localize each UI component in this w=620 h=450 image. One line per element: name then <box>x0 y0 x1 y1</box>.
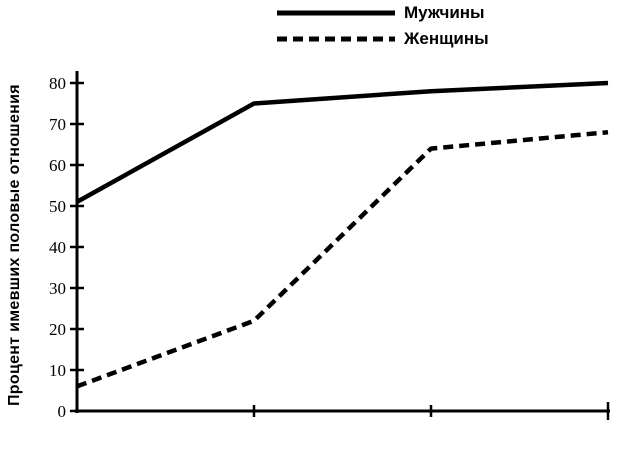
y-tick-label: 10 <box>49 361 66 380</box>
dashed-line-swatch-icon <box>277 36 395 42</box>
y-tick-label: 0 <box>58 402 67 421</box>
y-tick-label: 40 <box>49 238 66 257</box>
legend-label-women: Женщины <box>404 29 489 48</box>
y-tick-label: 50 <box>49 197 66 216</box>
series-line-dashed <box>76 129 609 389</box>
y-tick-label: 30 <box>49 279 66 298</box>
y-tick-label: 70 <box>49 115 66 134</box>
y-tick-label: 80 <box>49 74 66 93</box>
legend: Мужчины Женщины <box>276 2 489 50</box>
series-line-solid <box>75 80 609 204</box>
legend-item-women: Женщины <box>276 28 489 50</box>
y-tick-label: 60 <box>49 156 66 175</box>
legend-label-men: Мужчины <box>404 3 485 22</box>
y-tick-label: 20 <box>49 320 66 339</box>
legend-item-men: Мужчины <box>276 2 489 24</box>
solid-line-swatch-icon <box>277 10 395 16</box>
